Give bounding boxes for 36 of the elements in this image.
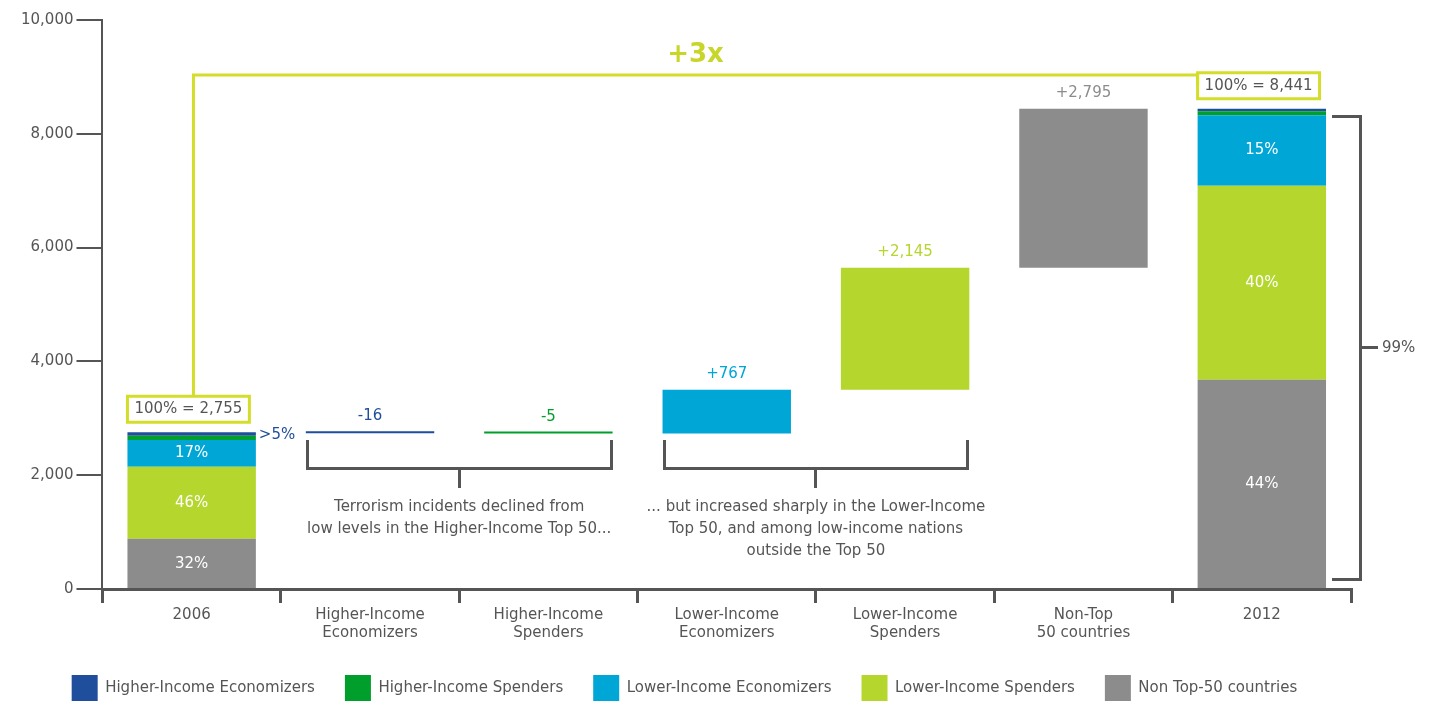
legend-label: Higher-Income Spenders <box>378 677 564 696</box>
annotation: Terrorism incidents declined from low levels in the Higher-Income Top 50... <box>307 497 612 538</box>
y-tick-label: 8,000 <box>30 123 74 142</box>
data-label: +2,145 <box>877 241 933 260</box>
legend-label: Lower-Income Economizers <box>626 677 832 696</box>
x-tick-label: Lower-Income Spenders <box>852 604 958 641</box>
annotation: 46% <box>174 492 209 511</box>
data-label: +2,795 <box>1055 82 1112 101</box>
annotation: 40% <box>1245 272 1279 291</box>
annotation: ... but increased sharply in the Lower-Income Top 50, and among low-income nations outside the Top 50 <box>646 497 986 560</box>
y-tick-label: 4,000 <box>30 351 74 370</box>
annotation: 32% <box>174 553 209 572</box>
data-label: -5 <box>540 407 556 426</box>
legend-label: Lower-Income Spenders <box>895 677 1076 696</box>
y-tick-label: 2,000 <box>30 465 74 484</box>
x-tick-label: Higher-Income Economizers <box>315 604 425 641</box>
total-label: 100% = 2,755 <box>134 399 243 418</box>
x-tick-label: 2006 <box>172 604 211 623</box>
x-tick-label: Non-Top 50 countries <box>1036 604 1131 641</box>
annotation: 17% <box>174 443 209 462</box>
legend-label: Higher-Income Economizers <box>105 677 316 696</box>
y-tick-label: 0 <box>63 578 74 597</box>
y-tick-label: 10,000 <box>20 9 74 28</box>
data-label: -16 <box>357 406 383 425</box>
annotation: 15% <box>1245 140 1279 159</box>
data-label: +767 <box>706 363 748 382</box>
annotation: >5% <box>258 425 296 444</box>
x-tick-label: Higher-Income Spenders <box>493 604 604 641</box>
text: 99% <box>1382 337 1416 356</box>
x-tick-label: 2012 <box>1242 604 1281 623</box>
annotation: 44% <box>1245 474 1279 493</box>
legend-label: Non Top-50 countries <box>1138 677 1298 696</box>
total-label: 100% = 8,441 <box>1204 75 1313 94</box>
y-tick-label: 6,000 <box>30 237 74 256</box>
annotation: +3x <box>667 37 725 68</box>
x-tick-label: Lower-Income Economizers <box>674 604 780 641</box>
